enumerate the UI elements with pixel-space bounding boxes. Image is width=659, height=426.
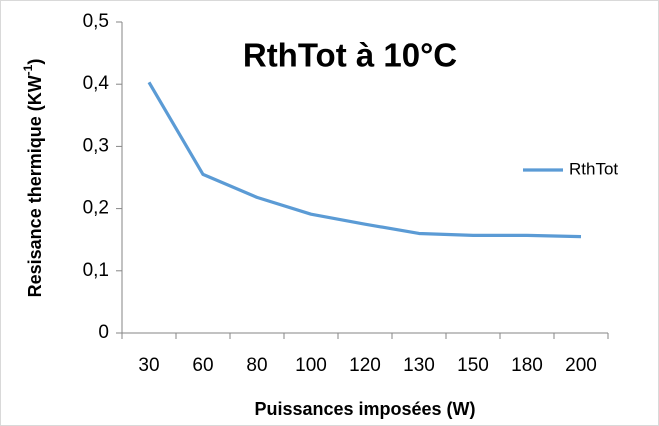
chart-title: RthTot à 10°C bbox=[243, 37, 457, 74]
x-axis-label: Puissances imposées (W) bbox=[254, 399, 475, 419]
x-tick-label: 200 bbox=[565, 355, 597, 376]
x-tick-label: 120 bbox=[349, 355, 381, 376]
x-tick-label: 130 bbox=[403, 355, 435, 376]
y-tick-label: 0 bbox=[98, 322, 109, 343]
y-tick-label: 0,4 bbox=[83, 73, 110, 94]
x-tick-label: 180 bbox=[511, 355, 543, 376]
x-tick-label: 150 bbox=[457, 355, 489, 376]
y-axis-label: Resisance thermique (KW-1) bbox=[21, 59, 45, 298]
x-tick-label: 60 bbox=[192, 355, 213, 376]
legend-label: RthTot bbox=[569, 159, 618, 178]
y-axis-label-sup: -1 bbox=[21, 64, 35, 75]
y-tick-label: 0,2 bbox=[83, 198, 109, 219]
y-tick-label: 0,3 bbox=[83, 135, 109, 156]
x-tick-label: 100 bbox=[295, 355, 327, 376]
y-axis-label-main: Resisance thermique (KW bbox=[25, 75, 45, 297]
y-tick-label: 0,1 bbox=[83, 260, 109, 281]
y-axis-label-close: ) bbox=[25, 59, 45, 65]
x-tick-label: 80 bbox=[246, 355, 267, 376]
x-tick-label: 30 bbox=[138, 355, 159, 376]
series-line bbox=[147, 81, 582, 239]
y-tick-label: 0,5 bbox=[83, 11, 109, 32]
